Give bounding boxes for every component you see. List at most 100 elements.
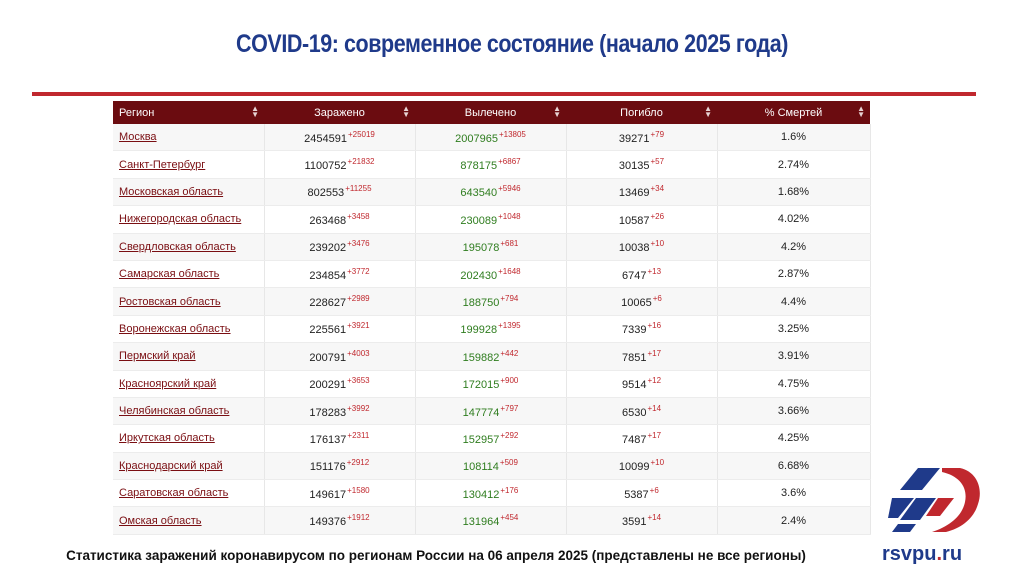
region-link[interactable]: Красноярский край	[113, 370, 265, 398]
recovered-cell-value: 230089	[460, 214, 498, 227]
region-link[interactable]: Самарская область	[113, 260, 265, 289]
table-row: Санкт-Петербург 1100752+21832 878175+6867 3…	[113, 150, 871, 179]
death-percent-cell: 3.6%	[717, 479, 871, 508]
recovered-cell: 195078+681	[415, 233, 567, 261]
death-percent-cell: 1.68%	[717, 178, 871, 207]
deaths-cell: 6747+13	[566, 260, 718, 289]
recovered-cell-value: 2007965	[455, 132, 498, 145]
column-header-region[interactable]: Регион ▲ ▼	[113, 101, 264, 124]
sort-arrows-icon[interactable]: ▲ ▼	[402, 104, 410, 119]
region-link[interactable]: Челябинская область	[113, 397, 265, 426]
column-header-recovered[interactable]: Вылечено ▲ ▼	[415, 101, 566, 124]
region-link[interactable]: Москва	[113, 124, 265, 152]
delta-badge: +10	[650, 239, 665, 249]
delta-badge: +3772	[347, 266, 370, 276]
region-link-value: Челябинская область	[119, 405, 230, 418]
death-percent-cell-value: 4.25%	[777, 432, 810, 445]
delta-badge: +2311	[347, 430, 370, 440]
death-percent-cell-value: 3.25%	[777, 322, 810, 335]
table-body: Москва 2454591+25019 2007965+13805 39271+79…	[113, 124, 871, 535]
covid-table: Регион ▲ ▼ Заражено ▲ ▼ Вылечено ▲ ▼ Погибло ▲ ▼…	[113, 101, 871, 535]
death-percent-cell-value: 1.6%	[780, 131, 807, 144]
delta-badge: +1395	[498, 321, 521, 331]
death-percent-cell-value: 2.74%	[777, 158, 810, 171]
infected-cell: 225561+3921	[264, 315, 416, 344]
recovered-cell-value: 172015	[462, 379, 500, 392]
sort-arrows-icon[interactable]: ▲ ▼	[251, 104, 259, 119]
sort-arrows-icon[interactable]: ▲ ▼	[857, 104, 865, 119]
deaths-cell-value: 3591	[621, 516, 647, 529]
region-link-value: Санкт-Петербург	[119, 158, 206, 171]
table-row: Свердловская область 239202+3476 195078+68…	[113, 233, 871, 261]
recovered-cell: 172015+900	[415, 370, 567, 398]
region-link[interactable]: Саратовская область	[113, 479, 265, 508]
recovered-cell: 188750+794	[415, 287, 567, 316]
delta-badge: +1048	[498, 211, 521, 221]
infected-cell: 200291+3653	[264, 370, 416, 398]
delta-badge: +21832	[347, 157, 375, 167]
region-link[interactable]: Омская область	[113, 506, 265, 535]
infected-cell: 802553+11255	[264, 178, 416, 207]
region-link[interactable]: Краснодарский край	[113, 452, 265, 481]
column-header-death-percent[interactable]: % Смертей ▲ ▼	[717, 101, 870, 124]
delta-badge: +2912	[346, 458, 370, 468]
delta-badge: +11255	[345, 184, 372, 194]
recovered-cell-value: 108114	[463, 461, 499, 474]
infected-cell: 239202+3476	[264, 233, 416, 261]
deaths-cell-value: 13469	[618, 187, 650, 200]
sort-arrows-icon[interactable]: ▲ ▼	[704, 104, 712, 119]
region-link[interactable]: Свердловская область	[113, 233, 265, 261]
deaths-cell-value: 7851	[621, 351, 647, 364]
recovered-cell: 147774+797	[415, 397, 567, 426]
table-row: Самарская область 234854+3772 202430+1648 6…	[113, 260, 871, 289]
death-percent-cell: 3.91%	[717, 342, 871, 371]
death-percent-cell: 4.75%	[717, 370, 871, 398]
death-percent-cell-value: 4.75%	[777, 377, 810, 390]
delta-badge: +12	[647, 376, 662, 386]
region-link[interactable]: Иркутская область	[113, 424, 265, 453]
column-header-deaths[interactable]: Погибло ▲ ▼	[566, 101, 717, 124]
death-percent-cell: 4.25%	[717, 424, 871, 453]
deaths-cell-value: 10587	[618, 214, 650, 227]
covid-table-container: Регион ▲ ▼ Заражено ▲ ▼ Вылечено ▲ ▼ Погибло ▲ ▼…	[113, 101, 871, 535]
death-percent-cell: 2.87%	[717, 260, 871, 289]
deaths-cell: 13469+34	[566, 178, 718, 207]
infected-cell: 176137+2311	[264, 424, 416, 453]
deaths-cell: 5387+6	[566, 479, 718, 508]
region-link[interactable]: Пермский край	[113, 342, 265, 371]
region-link-value: Воронежская область	[119, 322, 231, 335]
region-link-value: Омская область	[119, 514, 202, 527]
title-divider	[32, 92, 976, 96]
region-link[interactable]: Нижегородская область	[113, 205, 265, 234]
delta-badge: +509	[499, 458, 518, 468]
delta-badge: +57	[650, 157, 665, 167]
delta-badge: +900	[500, 376, 519, 386]
delta-badge: +797	[500, 403, 519, 413]
recovered-cell-value: 195078	[462, 242, 500, 255]
table-row: Московская область 802553+11255 643540+594…	[113, 178, 871, 207]
region-link[interactable]: Московская область	[113, 178, 265, 207]
recovered-cell: 643540+5946	[415, 178, 567, 207]
region-link-value: Самарская область	[119, 268, 220, 281]
brand-link[interactable]: rsvpu.ru	[882, 543, 963, 565]
table-row: Красноярский край 200291+3653 172015+900 95…	[113, 370, 871, 398]
table-row: Краснодарский край 151176+2912 108114+509 1…	[113, 452, 871, 481]
sort-arrows-icon[interactable]: ▲ ▼	[553, 104, 561, 119]
recovered-cell-value: 131964	[462, 516, 500, 529]
recovered-cell: 108114+509	[415, 452, 567, 481]
delta-badge: +292	[500, 430, 519, 440]
delta-badge: +79	[650, 129, 665, 139]
delta-badge: +4003	[347, 348, 370, 358]
table-row: Омская область 149376+1912 131964+454 3591+…	[113, 506, 871, 535]
infected-cell-value: 263468	[309, 214, 347, 227]
death-percent-cell-value: 2.4%	[780, 514, 807, 527]
recovered-cell-value: 130412	[462, 488, 500, 501]
deaths-cell-value: 9514	[621, 379, 647, 392]
table-row: Ростовская область 228627+2989 188750+794 1…	[113, 287, 871, 316]
region-link[interactable]: Ростовская область	[113, 287, 265, 316]
column-header-infected[interactable]: Заражено ▲ ▼	[264, 101, 415, 124]
region-link[interactable]: Санкт-Петербург	[113, 150, 265, 179]
delta-badge: +10	[650, 458, 665, 468]
region-link[interactable]: Воронежская область	[113, 315, 265, 344]
deaths-cell-value: 5387	[624, 488, 649, 501]
